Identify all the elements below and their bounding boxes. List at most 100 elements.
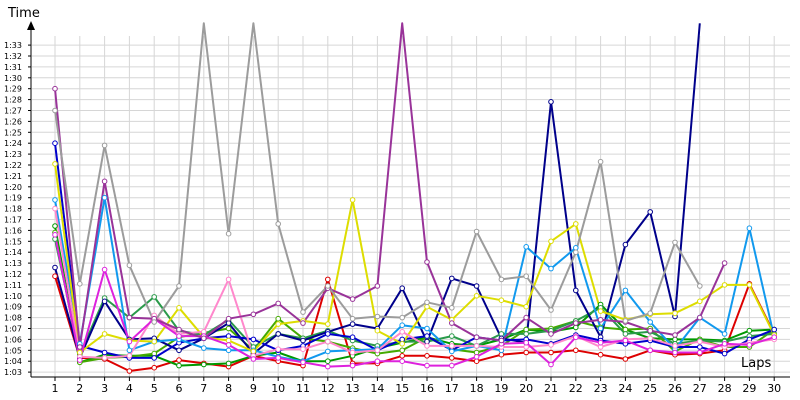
data-point xyxy=(399,353,406,359)
data-point xyxy=(647,327,654,334)
series-line xyxy=(54,238,775,356)
data-point xyxy=(399,329,406,335)
data-point xyxy=(101,298,108,305)
data-point xyxy=(622,318,629,324)
y-tick-label: 1:29 xyxy=(4,85,22,94)
data-point xyxy=(597,308,604,314)
x-tick-label: 3 xyxy=(101,382,108,395)
data-point xyxy=(573,320,579,326)
data-point xyxy=(771,326,778,333)
x-tick-label: 21 xyxy=(544,382,558,395)
y-tick-label: 1:33 xyxy=(4,41,22,50)
data-point xyxy=(201,361,207,368)
data-point xyxy=(325,348,331,355)
y-tick-label: 1:12 xyxy=(4,270,22,279)
data-point xyxy=(225,347,232,354)
data-point xyxy=(647,347,654,354)
data-point xyxy=(176,357,182,363)
data-point xyxy=(697,283,703,289)
data-point xyxy=(449,362,455,369)
data-point xyxy=(275,300,282,307)
y-tick-label: 1:24 xyxy=(4,139,22,148)
y-tick-label: 1:03 xyxy=(4,368,22,377)
data-point xyxy=(101,266,108,273)
data-point xyxy=(622,331,629,337)
y-tick-label: 1:31 xyxy=(4,63,22,72)
data-point xyxy=(697,344,703,350)
x-tick-label: 30 xyxy=(767,382,781,395)
series-markers xyxy=(52,85,778,374)
data-point xyxy=(746,225,753,231)
data-point xyxy=(721,331,728,337)
data-point xyxy=(597,351,604,358)
data-point xyxy=(523,303,530,310)
data-point xyxy=(374,313,381,320)
data-point xyxy=(399,285,406,292)
data-point xyxy=(721,350,728,357)
data-point xyxy=(424,259,430,265)
data-point xyxy=(597,158,604,165)
y-tick-label: 1:04 xyxy=(4,357,22,366)
data-point xyxy=(126,314,133,321)
axes: Time Laps xyxy=(7,6,790,378)
data-point xyxy=(573,347,579,354)
data-point xyxy=(622,241,629,248)
data-point xyxy=(349,296,356,302)
data-point xyxy=(523,314,530,321)
data-point xyxy=(473,283,480,289)
y-tick-label: 1:09 xyxy=(4,303,22,312)
y-tick-label: 1:19 xyxy=(4,194,22,203)
data-point xyxy=(349,362,356,369)
x-tick-label: 15 xyxy=(395,382,409,395)
data-point xyxy=(399,341,406,347)
data-point xyxy=(77,357,83,363)
y-tick-label: 1:21 xyxy=(4,172,22,181)
data-point xyxy=(275,221,282,227)
data-point xyxy=(325,321,331,327)
data-point xyxy=(126,347,133,354)
data-point xyxy=(52,85,58,92)
data-point xyxy=(473,228,480,235)
data-point xyxy=(151,319,157,325)
data-point xyxy=(275,315,282,322)
x-tick-label: 6 xyxy=(176,382,183,395)
y-tick-label: 1:26 xyxy=(4,117,22,126)
data-point xyxy=(225,276,232,283)
data-point xyxy=(52,140,58,146)
data-point xyxy=(275,355,282,361)
data-point xyxy=(424,325,430,332)
data-point xyxy=(523,349,530,356)
data-point xyxy=(721,341,728,347)
data-point xyxy=(424,362,430,369)
data-point xyxy=(424,353,430,359)
data-point xyxy=(101,178,108,185)
data-point xyxy=(52,232,58,238)
data-point xyxy=(126,338,133,345)
data-point xyxy=(597,317,604,323)
series-lines xyxy=(54,22,776,372)
data-point xyxy=(498,276,505,283)
data-point xyxy=(399,314,406,321)
data-point xyxy=(449,355,455,361)
x-tick-label: 25 xyxy=(643,382,657,395)
data-point xyxy=(449,275,455,282)
y-tick-label: 1:11 xyxy=(4,281,22,290)
data-point xyxy=(77,281,83,287)
data-point xyxy=(250,356,257,362)
data-point xyxy=(101,349,108,356)
data-point xyxy=(672,343,678,349)
data-point xyxy=(275,331,282,337)
x-tick-label: 24 xyxy=(618,382,632,395)
x-tick-label: 2 xyxy=(76,382,83,395)
data-point xyxy=(449,343,455,349)
data-point xyxy=(473,293,480,299)
y-tick-label: 1:23 xyxy=(4,150,22,159)
data-point xyxy=(101,142,108,149)
data-point xyxy=(52,223,58,229)
data-point xyxy=(374,347,381,354)
data-point xyxy=(523,331,530,337)
y-tick-label: 1:08 xyxy=(4,314,22,323)
data-point xyxy=(424,343,430,349)
data-point xyxy=(176,362,182,369)
data-point xyxy=(523,244,530,250)
